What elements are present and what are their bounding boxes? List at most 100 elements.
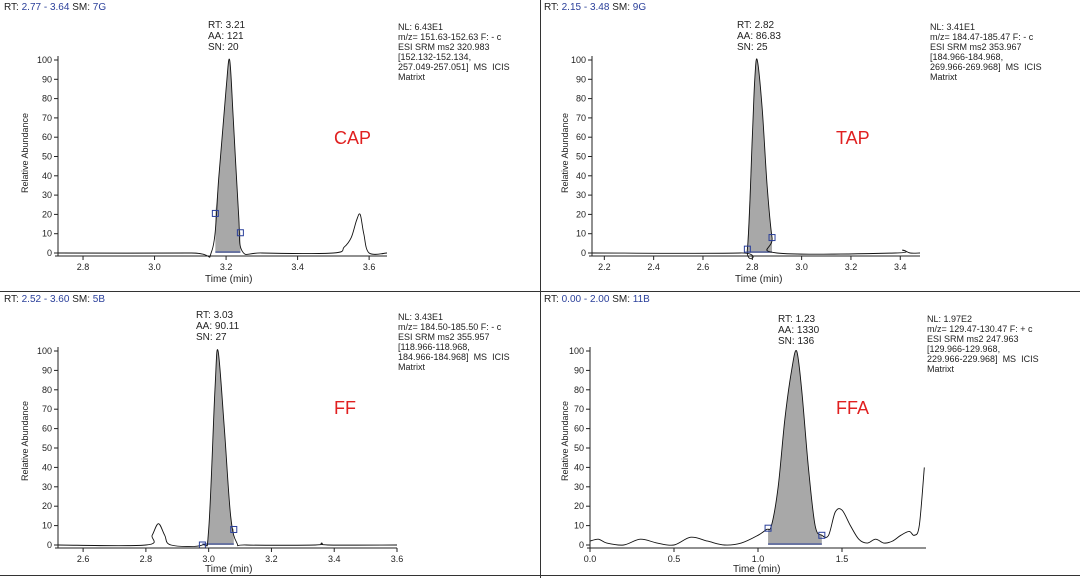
y-tick-label: 100 <box>571 55 586 65</box>
x-tick-label: 0.0 <box>584 554 597 564</box>
y-tick-label: 0 <box>581 248 586 258</box>
peak-area-fill <box>747 58 773 254</box>
peak-boundary-marker <box>230 525 238 533</box>
x-tick-label: 3.6 <box>363 262 376 272</box>
chromatogram-plot: 0 10 20 30 40 50 60 70 80 90 100 2.2 2.4 2.6 2.8 3.0 3.2… <box>571 55 921 272</box>
panel-header: RT: 0.00 - 2.00 SM: 11B <box>544 294 650 305</box>
y-tick-label: 30 <box>42 190 52 200</box>
horizontal-divider <box>0 291 1080 292</box>
peak-boundary-marker <box>743 245 751 253</box>
y-tick-label: 40 <box>574 462 584 472</box>
y-tick-label: 30 <box>574 482 584 492</box>
y-tick-label: 40 <box>576 171 586 181</box>
rt-label: RT: <box>544 294 559 305</box>
y-tick-label: 60 <box>42 132 52 142</box>
chromatogram-panel-cap: RT: 2.77 - 3.64 SM: 7G RT: 3.21 AA: 121 … <box>0 0 540 290</box>
y-tick-label: 60 <box>574 424 584 434</box>
chromatogram-plot: 0 10 20 30 40 50 60 70 80 90 100 0.0 0.5 1.0 1.5 <box>569 346 926 564</box>
x-tick-label: 3.6 <box>391 554 404 564</box>
peak-annotation: RT: 3.21 AA: 121 SN: 20 <box>208 20 245 53</box>
chromatogram-plot: 0 10 20 30 40 50 60 70 80 90 100 2.8 3.0 3.2 3.4 3.6 <box>37 55 388 272</box>
y-tick-label: 20 <box>574 501 584 511</box>
y-tick-label: 40 <box>42 171 52 181</box>
compound-label: FFA <box>836 398 870 418</box>
sm-label: SM: <box>72 294 90 305</box>
y-tick-label: 50 <box>42 443 52 453</box>
peak-rt: RT: 3.21 <box>208 20 246 31</box>
rt-label: RT: <box>4 294 19 305</box>
peak-annotation: RT: 2.82 AA: 86.83 SN: 25 <box>737 20 781 53</box>
y-tick-label: 0 <box>47 540 52 550</box>
x-tick-label: 1.0 <box>752 554 765 564</box>
chromatogram-trace <box>57 58 388 258</box>
x-tick-label: 2.6 <box>697 262 710 272</box>
x-tick-label: 3.4 <box>328 554 341 564</box>
y-tick-label: 10 <box>42 229 52 239</box>
chromatogram-plot: 0 10 20 30 40 50 60 70 80 90 100 2.6 2.8 3.0 3.2 3.4 3.6 <box>37 346 404 564</box>
peak-sn: SN: 20 <box>208 42 239 53</box>
peak-aa: AA: 1330 <box>778 325 820 336</box>
x-tick-label: 1.5 <box>836 554 849 564</box>
chromatogram-trace <box>591 58 921 260</box>
peak-sn: SN: 25 <box>737 42 768 53</box>
y-tick-label: 100 <box>37 346 52 356</box>
chromatogram-trace <box>57 349 398 548</box>
x-tick-label: 2.2 <box>598 262 611 272</box>
panel-header: RT: 2.52 - 3.60 SM: 5B <box>4 294 105 305</box>
y-tick-label: 80 <box>42 385 52 395</box>
peak-annotation: RT: 3.03 AA: 90.11 SN: 27 <box>196 310 239 343</box>
sm-value: 7G <box>92 2 107 13</box>
y-tick-label: 80 <box>574 385 584 395</box>
compound-label: FF <box>334 398 356 418</box>
panel-header: RT: 2.15 - 3.48 SM: 9G <box>544 2 646 13</box>
peak-annotation: RT: 1.23 AA: 1330 SN: 136 <box>778 314 819 347</box>
y-tick-label: 50 <box>576 152 586 162</box>
y-tick-label: 10 <box>42 521 52 531</box>
scan-info: NL: 3.43E1 m/z= 184.50-185.50 F: - c ESI… <box>398 312 510 372</box>
sm-label: SM: <box>612 294 630 305</box>
x-tick-label: 3.4 <box>894 262 907 272</box>
sm-value: 9G <box>632 2 647 13</box>
peak-area-fill <box>202 349 234 546</box>
peak-boundary-marker <box>211 209 219 217</box>
y-tick-label: 90 <box>42 74 52 84</box>
peak-aa: AA: 86.83 <box>737 31 781 42</box>
sm-label: SM: <box>612 2 630 13</box>
y-tick-label: 10 <box>574 521 584 531</box>
rt-range: 2.15 - 3.48 <box>561 2 610 13</box>
peak-rt: RT: 2.82 <box>737 20 775 31</box>
chromatogram-panel-ff: RT: 2.52 - 3.60 SM: 5B RT: 3.03 AA: 90.1… <box>0 292 540 582</box>
peak-area-fill <box>768 350 822 545</box>
y-tick-label: 60 <box>42 424 52 434</box>
x-tick-label: 3.4 <box>291 262 304 272</box>
chromatogram-panel-tap: RT: 2.15 - 3.48 SM: 9G RT: 2.82 AA: 86.8… <box>540 0 1080 290</box>
x-axis-label: Time (min) <box>733 564 781 575</box>
compound-label: CAP <box>334 128 372 148</box>
y-tick-label: 20 <box>42 209 52 219</box>
vertical-divider <box>540 0 541 578</box>
x-axis-label: Time (min) <box>205 564 253 575</box>
sm-value: 5B <box>92 294 105 305</box>
peak-rt: RT: 3.03 <box>196 310 234 321</box>
peak-sn: SN: 136 <box>778 336 815 347</box>
sm-label: SM: <box>72 2 90 13</box>
sm-value: 11B <box>632 294 650 305</box>
y-tick-label: 70 <box>42 404 52 414</box>
y-tick-label: 60 <box>576 132 586 142</box>
y-tick-label: 70 <box>574 404 584 414</box>
x-tick-label: 3.2 <box>220 262 233 272</box>
x-axis-label: Time (min) <box>735 274 783 285</box>
x-axis-label: Time (min) <box>205 274 253 285</box>
y-tick-label: 80 <box>576 94 586 104</box>
x-tick-label: 0.5 <box>668 554 681 564</box>
y-tick-label: 50 <box>42 152 52 162</box>
peak-boundary-marker <box>818 531 826 539</box>
compound-label: TAP <box>836 128 870 148</box>
x-tick-label: 2.4 <box>647 262 660 272</box>
panel-header: RT: 2.77 - 3.64 SM: 7G <box>4 2 106 13</box>
y-tick-label: 90 <box>42 365 52 375</box>
peak-sn: SN: 27 <box>196 332 227 343</box>
y-tick-label: 40 <box>42 462 52 472</box>
y-tick-label: 100 <box>37 55 52 65</box>
y-tick-label: 10 <box>576 229 586 239</box>
